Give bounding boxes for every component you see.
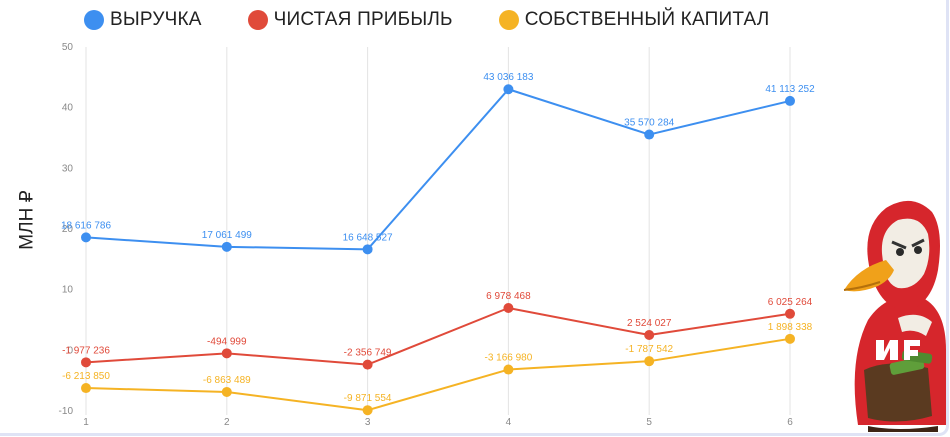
data-point [644,330,655,341]
data-label: 41 113 252 [765,84,815,95]
data-label: -9 871 554 [344,393,392,404]
equity-swatch [498,10,519,30]
series-line [85,88,791,251]
data-point [785,95,795,106]
data-label: 1 898 338 [768,322,813,333]
x-tick-label: 3 [365,417,371,428]
net-profit-swatch [247,10,268,30]
chart-legend: ВЫРУЧКА ЧИСТАЯ ПРИБЫЛЬ СОБСТВЕННЫЙ КАПИТ… [84,6,769,34]
data-label: 6 978 468 [486,291,531,302]
y-tick-label: 30 [62,163,74,174]
x-tick-label: 5 [646,417,652,428]
legend-label-net-profit: ЧИСТАЯ ПРИБЫЛЬ [273,9,453,30]
data-label: 6 025 264 [768,297,813,308]
data-label: 43 036 183 [483,72,533,83]
data-point [81,383,91,394]
series-line [85,306,791,366]
data-label: 2 524 027 [627,318,672,329]
legend-item-equity[interactable]: СОБСТВЕННЫЙ КАПИТАЛ [498,9,770,31]
data-point [221,386,232,397]
data-point [81,232,91,243]
y-tick-label: 20 [62,224,74,235]
data-point [785,333,795,344]
legend-label-equity: СОБСТВЕННЫЙ КАПИТАЛ [524,9,770,30]
y-tick-label: -10 [59,406,74,417]
y-tick-label: 50 [62,42,74,53]
data-label: 18 616 786 [61,220,111,231]
x-tick-label: 1 [83,417,89,428]
y-tick-label: 0 [67,345,73,356]
legend-item-revenue[interactable]: ВЫРУЧКА [84,9,202,31]
data-point [362,244,373,255]
y-tick-label: 10 [62,285,74,296]
data-point [503,364,514,375]
data-point [81,357,91,368]
data-point [644,356,655,367]
data-label: -2 356 749 [344,348,392,359]
data-label: 16 648 527 [343,232,393,243]
legend-item-net-profit[interactable]: ЧИСТАЯ ПРИБЫЛЬ [247,9,453,31]
data-point [362,405,373,416]
grid-layer: 1 2 3 4 5 6 -10 0 10 20 30 40 50 [59,42,794,428]
data-point [221,241,232,252]
legend-label-revenue: ВЫРУЧКА [110,9,202,30]
data-point [785,308,795,319]
series-line [85,337,791,412]
x-tick-label: 2 [224,417,230,428]
data-point [503,302,514,313]
data-label: -3 166 980 [484,353,532,364]
data-label: 17 061 499 [202,230,252,241]
data-label: -494 999 [207,336,247,347]
revenue-swatch [84,10,104,30]
goose-mascot-illustration [843,200,946,432]
data-label: -1 787 542 [625,344,673,355]
data-point [221,348,232,359]
series-layer [81,84,795,416]
y-tick-label: 40 [62,103,74,114]
data-point [503,84,514,95]
data-label-layer: 18 616 786 17 061 499 16 648 527 43 036 183… [61,72,815,404]
data-point [362,359,373,370]
x-tick-label: 4 [506,417,512,428]
data-label: -6 863 489 [203,375,251,386]
data-label: -1 977 236 [62,345,110,356]
data-point [644,129,655,140]
data-label: -6 213 850 [62,371,110,382]
data-label: 35 570 284 [624,118,674,129]
x-tick-label: 6 [787,417,793,428]
